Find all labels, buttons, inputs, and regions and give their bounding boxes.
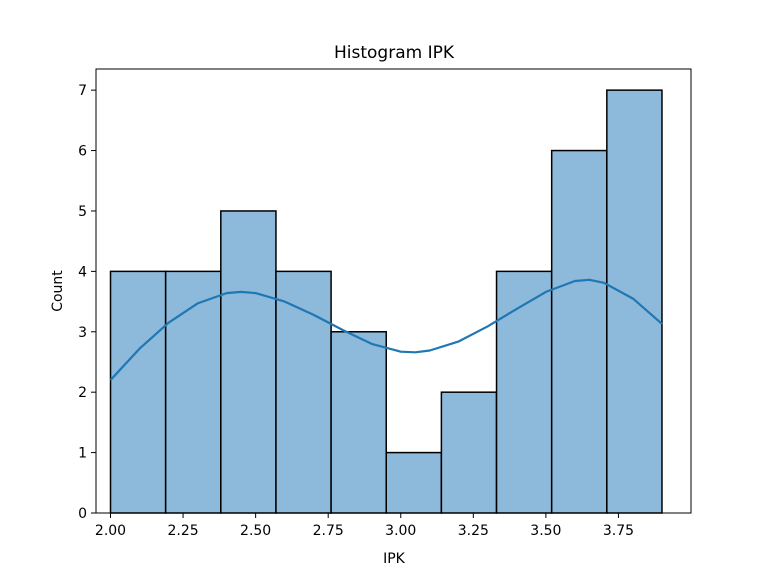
x-tick-label: 2.50: [240, 523, 271, 539]
y-axis-label: Count: [50, 270, 66, 312]
y-tick-label: 7: [78, 83, 87, 99]
y-tick-label: 6: [78, 144, 87, 160]
y-tick-label: 0: [78, 506, 87, 522]
chart-title: Histogram IPK: [334, 43, 455, 63]
histogram-bar-2: [164, 270, 222, 514]
histogram-bar-8: [495, 270, 553, 514]
y-tick-label: 4: [78, 264, 87, 280]
bars-group: [109, 89, 663, 514]
x-tick-label: 3.00: [385, 523, 416, 539]
y-axis-ticks: 0 1 2 3 4 5 6 7: [78, 83, 96, 522]
y-tick-label: 3: [78, 325, 87, 341]
histogram-bar-4: [275, 270, 332, 514]
y-tick-label: 2: [78, 385, 87, 401]
x-tick-label: 2.00: [95, 523, 126, 539]
histogram-bar-7: [440, 391, 498, 514]
y-tick-label: 5: [78, 204, 87, 220]
y-tick-label: 1: [78, 446, 87, 462]
x-tick-label: 3.25: [458, 523, 489, 539]
kde-line: [109, 278, 663, 381]
x-axis-label: IPK: [383, 551, 406, 567]
x-tick-label: 3.50: [530, 523, 561, 539]
x-tick-label: 2.75: [313, 523, 344, 539]
histogram-bar-3: [220, 210, 277, 514]
plot-frame: [95, 68, 692, 514]
histogram-bar-5: [330, 331, 387, 514]
histogram-bar-1: [109, 270, 167, 514]
histogram-bar-6: [385, 451, 443, 514]
x-tick-label: 2.25: [167, 523, 198, 539]
histogram-bar-10: [606, 89, 663, 514]
x-axis-ticks: 2.00 2.25 2.50 2.75 3.00 3.25 3.50 3.75: [95, 513, 634, 539]
histogram-bar-9: [550, 149, 608, 514]
x-tick-label: 3.75: [603, 523, 634, 539]
